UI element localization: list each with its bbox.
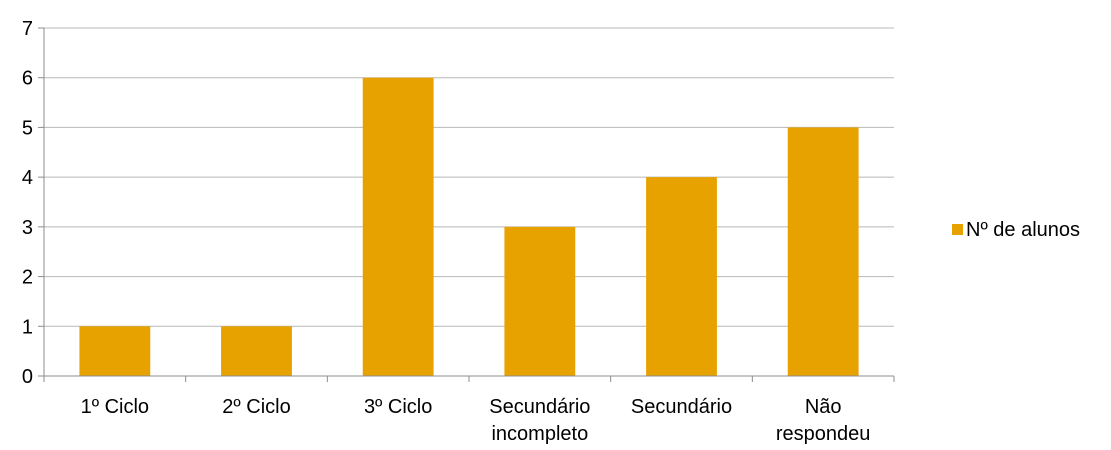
legend: Nº de alunos bbox=[952, 219, 1080, 241]
y-tick-label: 5 bbox=[22, 117, 33, 139]
bar bbox=[362, 77, 434, 376]
bar bbox=[221, 326, 292, 376]
y-tick-label: 0 bbox=[22, 366, 33, 388]
bar bbox=[646, 177, 717, 376]
legend-label: Nº de alunos bbox=[966, 219, 1080, 241]
bar bbox=[787, 127, 859, 376]
x-tick-label: 1º Ciclo bbox=[81, 396, 149, 418]
x-tick-label: 3º Ciclo bbox=[364, 396, 432, 418]
y-tick-label: 7 bbox=[22, 18, 33, 40]
y-tick-label: 4 bbox=[22, 167, 33, 189]
y-tick-label: 3 bbox=[22, 217, 33, 239]
x-tick-labels: 1º Ciclo 2º Ciclo 3º Ciclo Secundário incomp… bbox=[81, 396, 871, 445]
y-tick-label: 6 bbox=[22, 68, 33, 90]
legend-swatch bbox=[952, 224, 963, 235]
bars bbox=[79, 77, 859, 376]
axes bbox=[38, 27, 895, 382]
bar bbox=[79, 326, 151, 376]
bar bbox=[504, 226, 576, 376]
x-tick-label: Não respondeu bbox=[776, 396, 871, 445]
gridlines bbox=[44, 27, 894, 327]
x-tick-label: Secundário incompleto bbox=[489, 396, 590, 445]
y-tick-labels: 0 1 2 3 4 5 6 7 bbox=[22, 18, 33, 388]
x-tick-label: 2º Ciclo bbox=[222, 396, 290, 418]
y-tick-label: 1 bbox=[22, 316, 33, 338]
y-tick-label: 2 bbox=[22, 267, 33, 289]
x-tick-label: Secundário bbox=[631, 396, 732, 418]
